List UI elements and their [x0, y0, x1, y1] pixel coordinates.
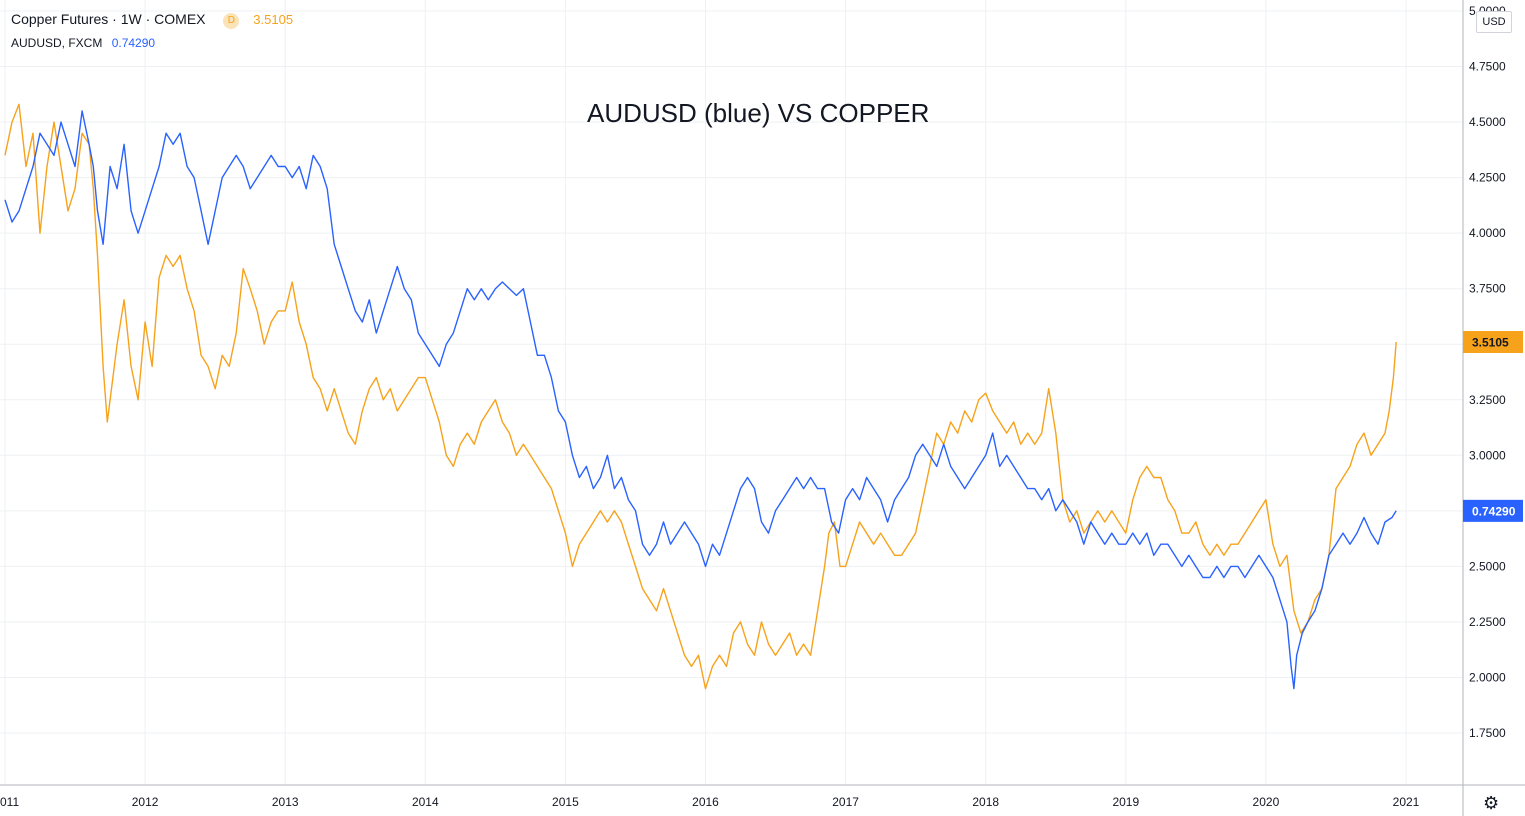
x-tick-label: 2020 [1253, 795, 1280, 809]
price-labels: 3.5105 0.74290 [1463, 331, 1523, 522]
x-tick-label: 011 [0, 795, 19, 809]
x-tick-label: 2012 [132, 795, 159, 809]
y-tick-label: 3.0000 [1469, 448, 1506, 462]
grid [0, 0, 1463, 785]
copper-price-tag [1463, 331, 1523, 354]
x-tick-label: 2018 [972, 795, 999, 809]
audusd-price-tag [1463, 499, 1523, 522]
y-tick-label: 3.2500 [1469, 393, 1506, 407]
delayed-badge: D [223, 13, 240, 29]
copper-price-tag-text: 3.5105 [1472, 336, 1509, 350]
currency-selector[interactable]: USD [1476, 11, 1512, 33]
chart-annotation[interactable]: AUDUSD (blue) VS COPPER [587, 98, 930, 128]
copper-series-line[interactable] [4, 103, 1397, 690]
x-tick-label: 2017 [832, 795, 859, 809]
audusd-series-line[interactable] [4, 110, 1397, 690]
x-tick-label: 2021 [1393, 795, 1420, 809]
gear-icon[interactable]: ⚙ [1483, 793, 1500, 813]
audusd-price-tag-text: 0.74290 [1472, 504, 1516, 518]
series-lines [4, 103, 1397, 690]
x-tick-label: 2019 [1112, 795, 1139, 809]
copper-legend[interactable]: Copper Futures · 1W · COMEX D 3.5105 [11, 11, 293, 29]
x-tick-label: 2016 [692, 795, 719, 809]
x-tick-label: 2013 [272, 795, 299, 809]
y-tick-label: 4.2500 [1469, 171, 1506, 185]
y-tick-label: 3.7500 [1469, 282, 1506, 296]
x-tick-label: 2015 [552, 795, 579, 809]
copper-value: 3.5105 [253, 12, 294, 27]
copper-title: Copper Futures · 1W · COMEX [11, 11, 206, 27]
y-tick-label: 2.2500 [1469, 615, 1506, 629]
y-tick-label: 1.7500 [1469, 726, 1506, 740]
y-tick-label: 2.0000 [1469, 670, 1506, 684]
y-tick-label: 4.5000 [1469, 115, 1506, 129]
y-tick-label: 4.0000 [1469, 226, 1506, 240]
y-tick-label: 2.5000 [1469, 559, 1506, 573]
audusd-legend[interactable]: AUDUSD, FXCM 0.74290 [11, 36, 155, 50]
y-tick-label: 4.7500 [1469, 60, 1506, 74]
audusd-value: 0.74290 [111, 36, 156, 50]
audusd-title: AUDUSD, FXCM [11, 36, 103, 50]
x-tick-label: 2014 [412, 795, 439, 809]
